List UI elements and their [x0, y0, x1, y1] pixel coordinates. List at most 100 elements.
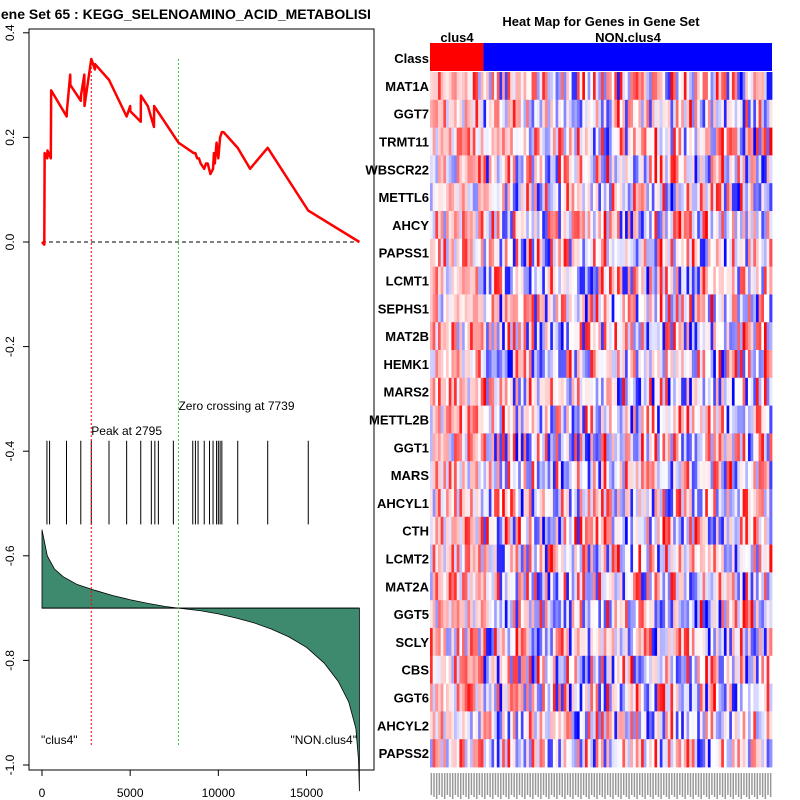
heatmap-cell: [598, 72, 602, 101]
heatmap-cell: [534, 516, 538, 545]
heatmap-cell: [609, 655, 613, 684]
heatmap-cell: [544, 683, 548, 712]
heatmap-cell: [587, 655, 591, 684]
heatmap-cell: [448, 655, 452, 684]
heatmap-cell: [673, 433, 677, 462]
heatmap-cell: [683, 572, 687, 601]
heatmap-cell: [550, 600, 554, 629]
heatmap-cell: [745, 628, 749, 657]
heatmap-cell: [464, 544, 468, 573]
heatmap-cell: [443, 600, 447, 629]
heatmap-cell: [619, 655, 623, 684]
heatmap-cell: [510, 322, 514, 351]
heatmap-cell: [657, 350, 661, 379]
heatmap-cell: [483, 600, 487, 629]
heatmap-cell: [729, 155, 733, 184]
heatmap-cell: [446, 600, 450, 629]
heatmap-cell: [713, 628, 717, 657]
heatmap-cell: [691, 600, 695, 629]
heatmap-cell: [470, 266, 474, 295]
heatmap-row: [430, 405, 773, 434]
heatmap-cell: [739, 183, 744, 212]
heatmap-cell: [721, 683, 725, 712]
heatmap-cell: [502, 739, 506, 768]
heatmap-cell: [766, 211, 770, 240]
heatmap-cell: [699, 127, 703, 156]
heatmap-cell: [758, 655, 762, 684]
heatmap-cell: [750, 489, 754, 518]
heatmap-cell: [731, 600, 735, 629]
heatmap-cell: [601, 711, 605, 740]
heatmap-cell: [448, 433, 452, 462]
heatmap-cell: [504, 433, 508, 462]
heatmap-cell: [654, 489, 658, 518]
heatmap-cell: [435, 516, 439, 545]
heatmap-cell: [675, 711, 679, 740]
heatmap-cell: [657, 600, 661, 629]
heatmap-cell: [705, 489, 709, 518]
heatmap-cell: [475, 183, 479, 212]
heatmap-cell: [456, 238, 460, 267]
heatmap-cell: [707, 322, 711, 351]
heatmap-cell: [542, 433, 546, 462]
heatmap-cell: [763, 489, 768, 518]
heatmap-cell: [486, 127, 490, 156]
heatmap-cell: [502, 572, 506, 601]
heatmap-cell: [456, 544, 460, 573]
sample-label-mark: [697, 773, 700, 797]
gene-label: MAT2B: [385, 329, 429, 344]
heatmap-cell: [659, 294, 663, 323]
heatmap-cell: [582, 127, 586, 156]
sample-label-mark: [748, 773, 751, 799]
heatmap-cell: [542, 266, 546, 295]
heatmap-cell: [552, 461, 556, 490]
heatmap-cell: [683, 238, 687, 267]
heatmap-cell: [657, 516, 661, 545]
heatmap-cell: [758, 294, 762, 323]
heatmap-cell: [758, 516, 762, 545]
x-tick-label: 0: [39, 786, 46, 800]
heatmap-cell: [753, 600, 757, 629]
sample-label-mark: [681, 773, 684, 797]
heatmap-cell: [683, 461, 687, 490]
x-axis: 0 5000 10000 15000: [39, 769, 324, 800]
heatmap-cell: [761, 600, 765, 629]
heatmap-cell: [769, 127, 773, 156]
heatmap-cell: [547, 516, 551, 545]
class-bar-group-b: [483, 43, 772, 71]
gene-label: CTH: [402, 524, 429, 539]
heatmap-cell: [454, 294, 458, 323]
heatmap-cell: [718, 433, 722, 462]
heatmap-cell: [635, 377, 639, 406]
heatmap-cell: [566, 516, 570, 545]
heatmap-cell: [539, 322, 543, 351]
heatmap-cell: [563, 266, 567, 295]
sample-label-mark: [601, 773, 604, 797]
heatmap-cell: [512, 544, 516, 573]
heatmap-cell: [630, 572, 634, 601]
heatmap-cell: [710, 739, 714, 768]
heatmap-cell: [563, 72, 567, 101]
heatmap-cell: [486, 294, 490, 323]
heatmap-cell: [609, 739, 613, 768]
sample-label-mark: [457, 773, 459, 797]
heatmap-cell: [470, 405, 474, 434]
heatmap-cell: [574, 683, 578, 712]
heatmap-cell: [638, 211, 642, 240]
heatmap-cell: [734, 72, 738, 101]
heatmap-cell: [627, 211, 631, 240]
heatmap-cell: [737, 322, 741, 351]
heatmap-cell: [491, 628, 495, 657]
heatmap-cell: [718, 183, 722, 212]
heatmap-cell: [625, 127, 629, 156]
heatmap-cell: [646, 711, 650, 740]
heatmap-cell: [617, 572, 621, 601]
heatmap-cell: [683, 377, 687, 406]
heatmap-cell: [464, 739, 468, 768]
heatmap-cell: [456, 461, 460, 490]
heatmap-cell: [480, 600, 484, 629]
heatmap-cell: [448, 350, 452, 379]
heatmap-cell: [507, 655, 511, 684]
heatmap-cell: [726, 655, 730, 684]
heatmap-cell: [440, 739, 444, 768]
